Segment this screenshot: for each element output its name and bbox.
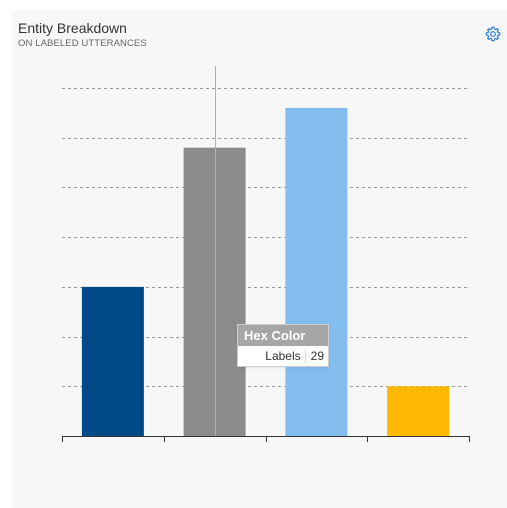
tooltip-value: 29 <box>306 349 324 363</box>
bar <box>82 287 144 436</box>
bar <box>184 148 246 436</box>
tooltip-title: Hex Color <box>238 325 328 346</box>
chart-tooltip: Hex Color Labels 29 <box>237 324 329 367</box>
tooltip-row: Labels 29 <box>238 346 328 366</box>
tooltip-key: Labels <box>265 349 305 363</box>
bar <box>387 386 449 436</box>
bar <box>285 108 347 436</box>
